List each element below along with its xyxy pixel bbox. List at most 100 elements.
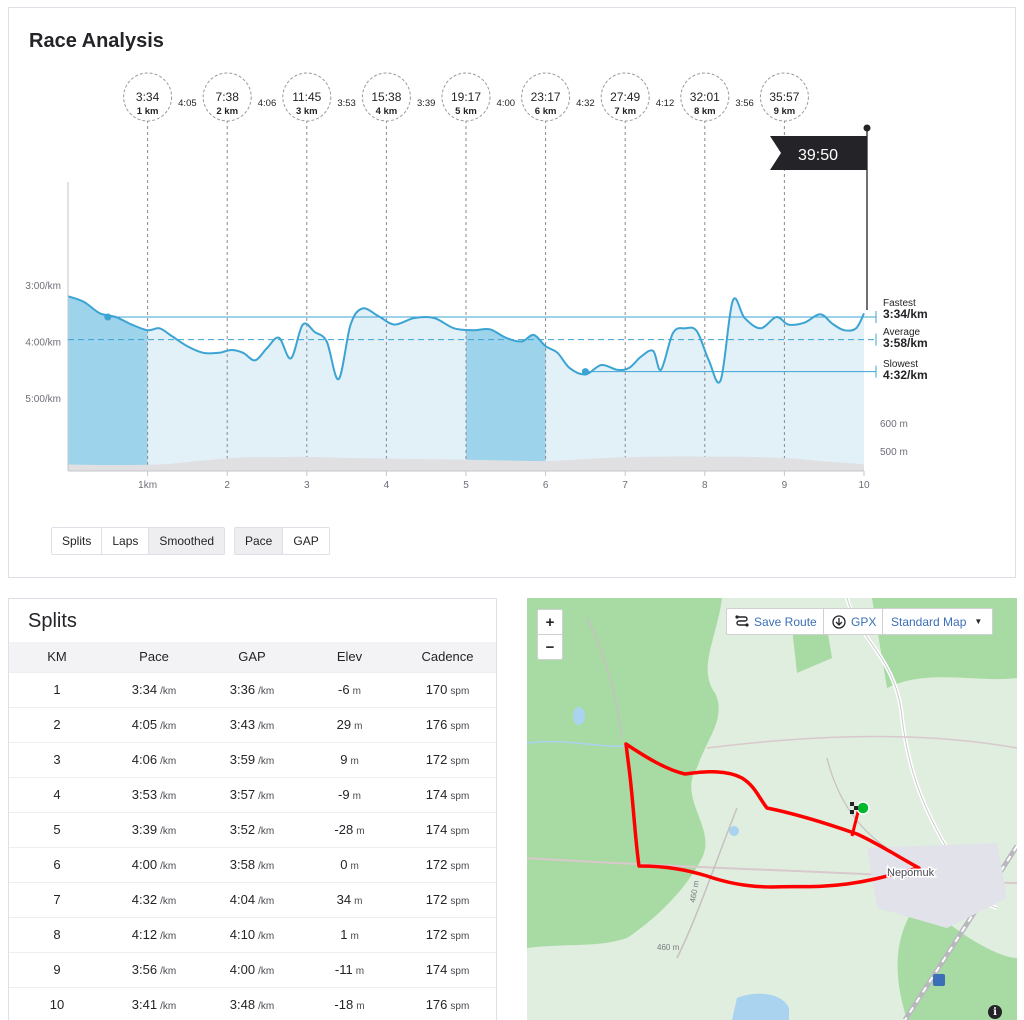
pond bbox=[732, 993, 789, 1020]
split-pace-value: 3:53 bbox=[131, 787, 158, 802]
race-chart[interactable]: 1km 2 3 4 5 6 7 8 9 10 3:00/km 4:00/km 5:00/km 600 m 5… bbox=[9, 8, 1015, 577]
split-bubble bbox=[282, 72, 332, 122]
split-pace-unit: /km bbox=[160, 791, 177, 802]
split-gap-value: 4:10 bbox=[229, 927, 256, 942]
split-gap-unit: /km bbox=[258, 721, 275, 732]
split-pace-unit: /km bbox=[160, 861, 177, 872]
split-gap-unit: /km bbox=[258, 756, 275, 767]
split-pace-unit: /km bbox=[160, 896, 177, 907]
split-cadence-unit: spm bbox=[450, 931, 470, 942]
place-label: Nepomuk bbox=[887, 867, 935, 879]
split-km: 8 bbox=[9, 916, 105, 952]
gap-toggle[interactable]: GAP bbox=[283, 528, 329, 554]
split-pace-value: 3:34 bbox=[131, 682, 158, 697]
pace-area-highlight bbox=[68, 296, 148, 471]
finish-flag-square bbox=[850, 810, 854, 814]
split-pace-unit: /km bbox=[160, 721, 177, 732]
elevation-label: 460 m bbox=[688, 880, 701, 904]
x-tick-label: 10 bbox=[858, 480, 870, 491]
download-icon bbox=[832, 614, 846, 629]
split-cadence: 176 spm bbox=[398, 706, 496, 742]
splits-header-row: KM Pace GAP Elev Cadence bbox=[9, 642, 496, 672]
zoom-out-button[interactable]: − bbox=[545, 639, 555, 656]
split-bubble bbox=[600, 72, 650, 122]
split-cadence: 176 spm bbox=[398, 986, 496, 1020]
map-type-dropdown[interactable]: Standard Map ▼ bbox=[882, 608, 994, 635]
split-elev: 29 m bbox=[301, 706, 398, 742]
split-km: 10 bbox=[9, 986, 105, 1020]
split-km: 6 bbox=[9, 846, 105, 882]
pace-line bbox=[67, 295, 865, 384]
split-pace: 4:00/km bbox=[105, 846, 203, 882]
split-gap: 3:58/km bbox=[203, 846, 301, 882]
split-cadence: 172 spm bbox=[398, 916, 496, 952]
split-elev: 34 m bbox=[301, 881, 398, 917]
split-elev-unit: m bbox=[355, 966, 365, 977]
split-pace: 4:05/km bbox=[105, 706, 203, 742]
split-pace-value: 4:00 bbox=[131, 857, 158, 872]
split-cadence: 174 spm bbox=[398, 776, 496, 812]
split-km: 5 bbox=[9, 811, 105, 847]
reference-label: Slowest bbox=[883, 359, 918, 370]
split-cadence: 174 spm bbox=[398, 951, 496, 987]
col-gap: GAP bbox=[203, 642, 301, 672]
split-bubble-time: 35:57 bbox=[769, 90, 799, 104]
split-cadence-unit: spm bbox=[450, 966, 470, 977]
info-icon[interactable]: i bbox=[988, 1005, 1002, 1019]
split-elev-unit: m bbox=[356, 826, 365, 837]
route-icon-path bbox=[736, 616, 748, 626]
map-canvas[interactable]: 460 m 460 m Nepomuk bbox=[527, 598, 1017, 1020]
chevron-down-icon: ▼ bbox=[974, 617, 983, 626]
split-bubble-time: 11:45 bbox=[292, 90, 321, 104]
split-lap-time: 3:56 bbox=[735, 98, 754, 109]
split-row: 9 3:56/km 4:00/km -11 m 174 spm bbox=[9, 951, 496, 987]
save-route-label: Save Route bbox=[754, 614, 817, 629]
split-pace: 4:06/km bbox=[105, 741, 203, 777]
split-pace: 3:34/km bbox=[105, 671, 203, 707]
reference-value: 3:34/km bbox=[883, 307, 928, 321]
view-toggle-group: Splits Laps Smoothed bbox=[51, 527, 226, 555]
pace-tick-label: 4:00/km bbox=[25, 338, 61, 349]
split-elev: -28 m bbox=[301, 811, 398, 847]
route-map[interactable]: 460 m 460 m Nepomuk + − Save Route GPX S… bbox=[527, 598, 1017, 1020]
forest-area bbox=[792, 628, 832, 673]
finish-flag-square bbox=[854, 806, 858, 810]
split-cadence-unit: spm bbox=[450, 791, 470, 802]
pace-toggle[interactable]: Pace bbox=[235, 528, 284, 554]
smoothed-toggle[interactable]: Smoothed bbox=[149, 528, 225, 554]
laps-toggle[interactable]: Laps bbox=[102, 528, 150, 554]
split-gap: 3:36/km bbox=[203, 671, 301, 707]
split-row: 6 4:00/km 3:58/km 0 m 172 spm bbox=[9, 846, 496, 882]
split-pace-unit: /km bbox=[160, 931, 177, 942]
split-gap-value: 3:57 bbox=[229, 787, 256, 802]
split-cadence: 172 spm bbox=[398, 741, 496, 777]
split-elev-unit: m bbox=[352, 791, 361, 802]
split-gap-value: 4:04 bbox=[229, 892, 256, 907]
gpx-button[interactable]: GPX bbox=[823, 608, 886, 635]
split-gap: 4:10/km bbox=[203, 916, 301, 952]
finish-flag-square bbox=[850, 802, 854, 806]
split-gap-unit: /km bbox=[258, 966, 275, 977]
download-icon-arrow bbox=[835, 617, 843, 626]
split-gap: 3:52/km bbox=[203, 811, 301, 847]
metric-toggle-group: Pace GAP bbox=[234, 527, 330, 555]
map-type-label: Standard Map bbox=[891, 614, 967, 629]
split-elev-unit: m bbox=[350, 861, 359, 872]
split-cadence: 174 spm bbox=[398, 811, 496, 847]
zoom-in-button[interactable]: + bbox=[538, 610, 562, 635]
split-gap-value: 3:58 bbox=[229, 857, 256, 872]
save-route-button[interactable]: Save Route bbox=[726, 608, 826, 635]
route-spur bbox=[850, 807, 861, 837]
gpx-label: GPX bbox=[851, 614, 877, 629]
split-elev-unit: m bbox=[356, 1001, 365, 1013]
split-lap-time: 4:32 bbox=[576, 98, 595, 109]
start-marker[interactable] bbox=[856, 801, 870, 815]
split-km-value: 7 bbox=[53, 892, 61, 907]
splits-toggle[interactable]: Splits bbox=[52, 528, 103, 554]
splits-title: Splits bbox=[28, 610, 77, 632]
split-pace-unit: /km bbox=[160, 826, 177, 837]
transit-icon bbox=[933, 974, 945, 986]
split-gap-value: 4:00 bbox=[229, 962, 256, 977]
x-tick-label: 1km bbox=[138, 480, 157, 491]
